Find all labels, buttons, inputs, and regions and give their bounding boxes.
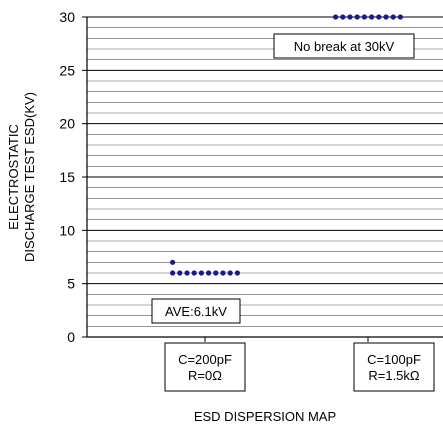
data-point	[220, 270, 226, 276]
data-point	[198, 270, 204, 276]
data-point	[177, 270, 183, 276]
y-tick-label: 20	[59, 116, 75, 132]
data-point	[170, 259, 176, 265]
y-tick-label: 5	[67, 276, 75, 292]
y-axis-label-line2: DISCHARGE TEST ESD(KV)	[22, 92, 37, 262]
category-label-200pf-box	[164, 342, 246, 392]
annotation-no-break-text: No break at 30kV	[294, 39, 395, 54]
category-label-200pf-line1: C=200pF	[178, 352, 232, 367]
y-axis-label-line1: ELECTROSTATIC	[6, 124, 21, 230]
y-tick-label: 30	[59, 9, 75, 25]
annotation-average-text: AVE:6.1kV	[165, 304, 227, 319]
data-point	[170, 270, 176, 276]
data-point	[347, 14, 353, 20]
category-label-100pf-line2: R=1.5kΩ	[368, 368, 420, 383]
category-label-200pf-line2: R=0Ω	[188, 368, 222, 383]
y-tick-label: 15	[59, 169, 75, 185]
data-point	[340, 14, 346, 20]
category-label-100pf: C=100pF R=1.5kΩ	[353, 342, 435, 392]
data-point	[397, 14, 403, 20]
annotation-no-break: No break at 30kV	[273, 33, 415, 59]
data-points	[170, 14, 403, 276]
y-tick-label: 25	[59, 62, 75, 78]
data-point	[234, 270, 240, 276]
data-point	[361, 14, 367, 20]
data-point	[390, 14, 396, 20]
y-tick-label: 10	[59, 222, 75, 238]
data-point	[333, 14, 339, 20]
y-tick-label: 0	[67, 329, 75, 345]
data-point	[213, 270, 219, 276]
data-point	[369, 14, 375, 20]
data-point	[376, 14, 382, 20]
category-label-100pf-box	[353, 342, 435, 392]
x-axis-label: ESD DISPERSION MAP	[194, 409, 336, 424]
data-point	[383, 14, 389, 20]
data-point	[354, 14, 360, 20]
data-point	[227, 270, 233, 276]
annotation-average-box	[151, 298, 241, 324]
category-label-100pf-line1: C=100pF	[367, 352, 421, 367]
data-point	[191, 270, 197, 276]
annotation-average: AVE:6.1kV	[151, 298, 241, 324]
y-tick-labels: 0 5 10 15 20 25 30	[59, 9, 87, 345]
annotation-no-break-box	[273, 33, 415, 59]
data-point	[206, 270, 212, 276]
data-point	[184, 270, 190, 276]
category-label-200pf: C=200pF R=0Ω	[164, 342, 246, 392]
x-tick-marks	[204, 337, 369, 342]
grid-lines	[87, 16, 443, 338]
